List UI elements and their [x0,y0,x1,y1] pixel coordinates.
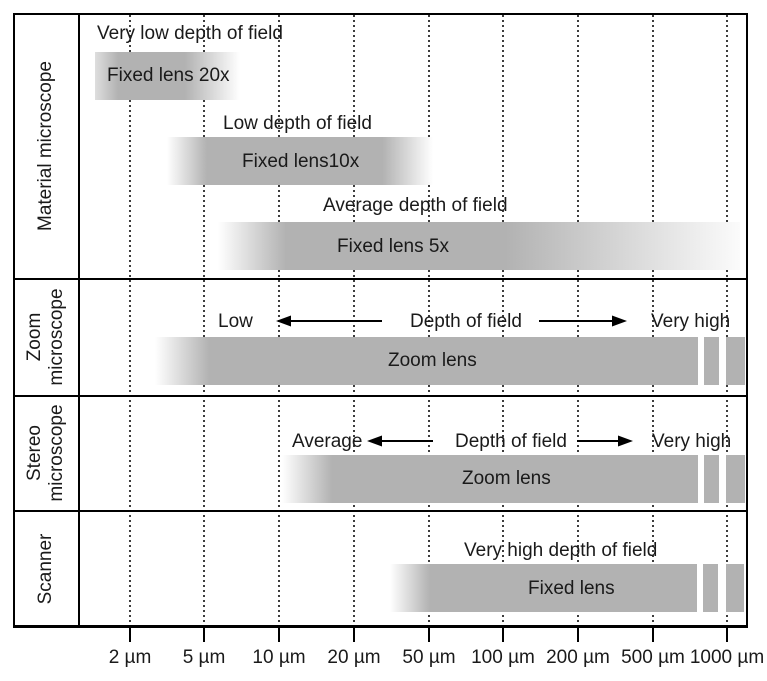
arrow-left-icon [367,435,433,447]
axis-tick-1000um [726,628,728,642]
gridline-500um [652,15,654,627]
bar-scanner-fixed-lens [390,564,697,612]
annotation-very-high-dof: Very high depth of field [464,540,658,561]
section-divider-zoom-stereo [13,395,748,397]
group-label-line: Zoom [24,312,45,362]
axis-tick-5um [203,628,205,642]
axis-tick-100um [502,628,504,642]
stereo-row-average-label: Average [292,431,363,452]
gridline-100um [502,15,504,627]
group-label-line: Scanner [35,533,56,605]
bar-scanner-end-segment-2 [726,564,744,612]
annotation-low-dof: Low depth of field [223,113,372,134]
section-divider-material-zoom [13,278,748,280]
group-label-material-microscope: Material microscope [35,61,57,231]
axis-tick-label-1000um: 1000 µm [689,647,765,668]
bar-label-fixed-lens-10x: Fixed lens10x [242,151,360,172]
bar-label-scanner-fixed-lens: Fixed lens [528,578,615,599]
arrow-right-icon [539,315,627,327]
axis-tick-200um [577,628,579,642]
group-label-line: microscope [46,404,67,502]
axis-tick-label-2um: 2 µm [108,647,152,668]
axis-tick-label-5um: 5 µm [182,647,226,668]
group-label-zoom-microscope: Zoom microscope [24,288,68,385]
axis-tick-label-200um: 200 µm [546,647,610,668]
bar-fixed-lens-10x [167,137,433,185]
arrow-left-icon [276,315,382,327]
group-label-scanner: Scanner [35,534,57,605]
bar-zoom-microscope-end-segment-2 [726,337,745,385]
bar-stereo-microscope-zoom-lens [282,455,698,503]
axis-tick-20um [353,628,355,642]
gridline-50um [428,15,430,627]
axis-tick-10um [278,628,280,642]
bar-zoom-microscope-zoom-lens [155,337,698,385]
annotation-very-low-dof: Very low depth of field [97,23,283,44]
bar-fixed-lens-5x [218,222,740,270]
arrow-right-icon [577,435,633,447]
x-axis-line [13,625,748,628]
gridline-1000um [726,15,728,627]
gridline-2um [129,15,131,627]
group-label-line: Material microscope [35,61,56,231]
axis-tick-label-20um: 20 µm [327,647,381,668]
bar-label-fixed-lens-20x: Fixed lens 20x [107,65,230,86]
axis-tick-500um [652,628,654,642]
bar-label-stereo-zoom-lens: Zoom lens [462,468,551,489]
group-label-line: microscope [46,288,67,386]
bar-label-zoom-lens: Zoom lens [388,350,477,371]
bar-fixed-lens-20x [95,52,240,100]
bar-zoom-microscope-end-segment-1 [704,337,719,385]
section-divider-stereo-scanner [13,510,748,512]
axis-tick-50um [428,628,430,642]
gridline-5um [203,15,205,627]
axis-tick-label-50um: 50 µm [402,647,456,668]
zoom-row-dof-label: Depth of field [410,311,522,332]
group-label-stereo-microscope: Stereo microscope [24,404,68,501]
zoom-row-low-label: Low [218,311,253,332]
axis-tick-label-100um: 100 µm [471,647,535,668]
bar-stereo-microscope-end-segment-2 [726,455,745,503]
stereo-row-dof-label: Depth of field [455,431,567,452]
stereo-row-very-high-label: Very high [652,431,732,452]
axis-tick-label-500um: 500 µm [621,647,685,668]
zoom-row-very-high-label: Very high [651,311,731,332]
bar-label-fixed-lens-5x: Fixed lens 5x [337,236,449,257]
bar-stereo-microscope-end-segment-1 [704,455,719,503]
bar-scanner-end-segment-1 [703,564,718,612]
label-column-divider [78,13,80,628]
annotation-average-dof: Average depth of field [323,195,508,216]
axis-tick-2um [129,628,131,642]
group-label-line: Stereo [24,425,45,481]
axis-tick-label-10um: 10 µm [252,647,306,668]
